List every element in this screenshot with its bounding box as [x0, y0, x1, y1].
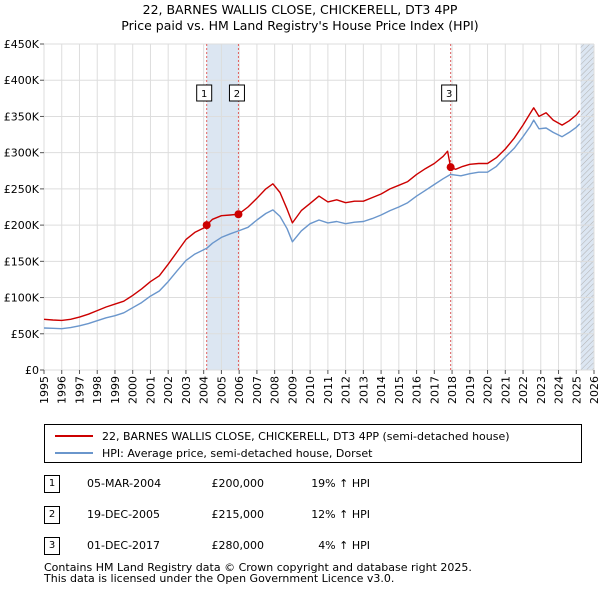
y-tick-label: £100K	[4, 292, 40, 305]
x-tick-label: 2025	[570, 376, 583, 404]
transaction-date: 19-DEC-2005	[87, 508, 161, 521]
transaction-price: £280,000	[211, 539, 265, 552]
y-tick-label: £450K	[4, 38, 40, 51]
x-tick-label: 1997	[73, 376, 86, 404]
legend-swatch-hpi	[55, 452, 93, 454]
marker-box-2: 2	[228, 84, 245, 102]
hatched-range	[580, 44, 594, 370]
transaction-hpi-diff: 12% ↑ HPI	[311, 508, 370, 521]
x-tick-label: 2012	[340, 376, 353, 404]
x-tick-label: 2011	[322, 376, 335, 404]
x-tick-label: 2010	[304, 376, 317, 404]
x-tick-label: 2022	[517, 376, 530, 404]
sale-point-1	[202, 221, 211, 230]
x-tick-label: 2008	[269, 376, 282, 404]
x-tick-label: 1999	[109, 376, 122, 404]
y-tick-label: £350K	[4, 110, 40, 123]
shade-layer	[44, 44, 594, 370]
x-tick-label: 2007	[251, 376, 264, 404]
x-tick-label: 2013	[357, 376, 370, 404]
marker-box-1: 1	[196, 84, 213, 102]
y-tick-label: £400K	[4, 74, 40, 87]
marker-box-frame	[441, 84, 458, 102]
legend-label-hpi: HPI: Average price, semi-detached house,…	[102, 446, 373, 460]
chart-title: 22, BARNES WALLIS CLOSE, CHICKERELL, DT3…	[0, 2, 600, 34]
x-tick-label: 2019	[464, 376, 477, 404]
title-line-1: 22, BARNES WALLIS CLOSE, CHICKERELL, DT3…	[142, 2, 458, 17]
marker-box-frame	[228, 84, 245, 102]
y-tick-label: £150K	[4, 255, 40, 268]
title-line-2: Price paid vs. HM Land Registry's House …	[121, 18, 479, 33]
x-tick-label: 2009	[286, 376, 299, 404]
x-tick-label: 2016	[411, 376, 424, 404]
x-tick-label: 2017	[428, 376, 441, 404]
y-tick-label: £300K	[4, 147, 40, 160]
dot-layer	[202, 163, 455, 230]
marker-box-frame	[196, 84, 213, 102]
legend-item-property: 22, BARNES WALLIS CLOSE, CHICKERELL, DT3…	[55, 428, 510, 444]
plot-background	[44, 44, 594, 370]
x-tick-label: 2003	[180, 376, 193, 404]
transaction-date: 01-DEC-2017	[87, 539, 161, 552]
hpi-series-line	[43, 119, 581, 330]
transaction-number: 1	[44, 475, 60, 493]
x-tick-label: 1995	[38, 376, 51, 404]
x-tick-label: 2024	[553, 376, 566, 404]
y-tick-label: £250K	[4, 183, 40, 196]
series-layer	[43, 107, 581, 330]
legend-swatch-property	[55, 435, 93, 437]
transaction-hpi-diff: 19% ↑ HPI	[311, 477, 370, 490]
transaction-number: 3	[44, 537, 60, 555]
sale-point-3	[446, 163, 455, 172]
x-tick-label: 2018	[446, 376, 459, 404]
transaction-price: £200,000	[211, 477, 265, 490]
legend-label-property: 22, BARNES WALLIS CLOSE, CHICKERELL, DT3…	[102, 429, 510, 443]
x-tick-label: 2005	[215, 376, 228, 404]
marker-box-label: 1	[201, 89, 207, 100]
marker-box-layer: 1 2 3	[196, 84, 458, 102]
transaction-price: £215,000	[211, 508, 265, 521]
sale-point-2	[234, 210, 243, 219]
x-tick-label: 2015	[393, 376, 406, 404]
marker-box-3: 3	[441, 84, 458, 102]
x-tick-label: 2001	[144, 376, 157, 404]
x-tick-label: 2004	[198, 376, 211, 404]
x-tick-label: 2014	[375, 376, 388, 404]
transaction-number: 2	[44, 506, 60, 524]
x-tick-label: 2006	[233, 376, 246, 404]
footer-line-2: This data is licensed under the Open Gov…	[44, 572, 395, 585]
transaction-hpi-diff: 4% ↑ HPI	[318, 539, 370, 552]
marker-box-label: 2	[234, 89, 240, 100]
legend-item-hpi: HPI: Average price, semi-detached house,…	[55, 445, 372, 461]
y-tick-label: £50K	[11, 328, 40, 341]
x-tick-label: 2023	[535, 376, 548, 404]
x-tick-label: 1996	[56, 376, 69, 404]
x-tick-label: 2000	[127, 376, 140, 404]
transaction-date: 05-MAR-2004	[87, 477, 162, 490]
y-tick-label: £0	[25, 364, 39, 377]
footer: Contains HM Land Registry data © Crown c…	[44, 562, 472, 584]
x-tick-label: 2020	[482, 376, 495, 404]
marker-box-label: 3	[446, 89, 452, 100]
property-series-line	[43, 107, 581, 322]
price-chart: £0 £50K £100K £150K £200K £250K £300K £350K £400…	[4, 38, 600, 404]
x-tick-label: 1998	[91, 376, 104, 404]
x-tick-label: 2002	[162, 376, 175, 404]
footer-line-1: Contains HM Land Registry data © Crown c…	[44, 561, 472, 574]
legend: 22, BARNES WALLIS CLOSE, CHICKERELL, DT3…	[44, 424, 582, 463]
y-tick-label: £200K	[4, 219, 40, 232]
x-tick-label: 2026	[588, 376, 600, 404]
x-tick-label: 2021	[499, 376, 512, 404]
axis-layer: £0 £50K £100K £150K £200K £250K £300K £350K £400…	[4, 38, 600, 404]
